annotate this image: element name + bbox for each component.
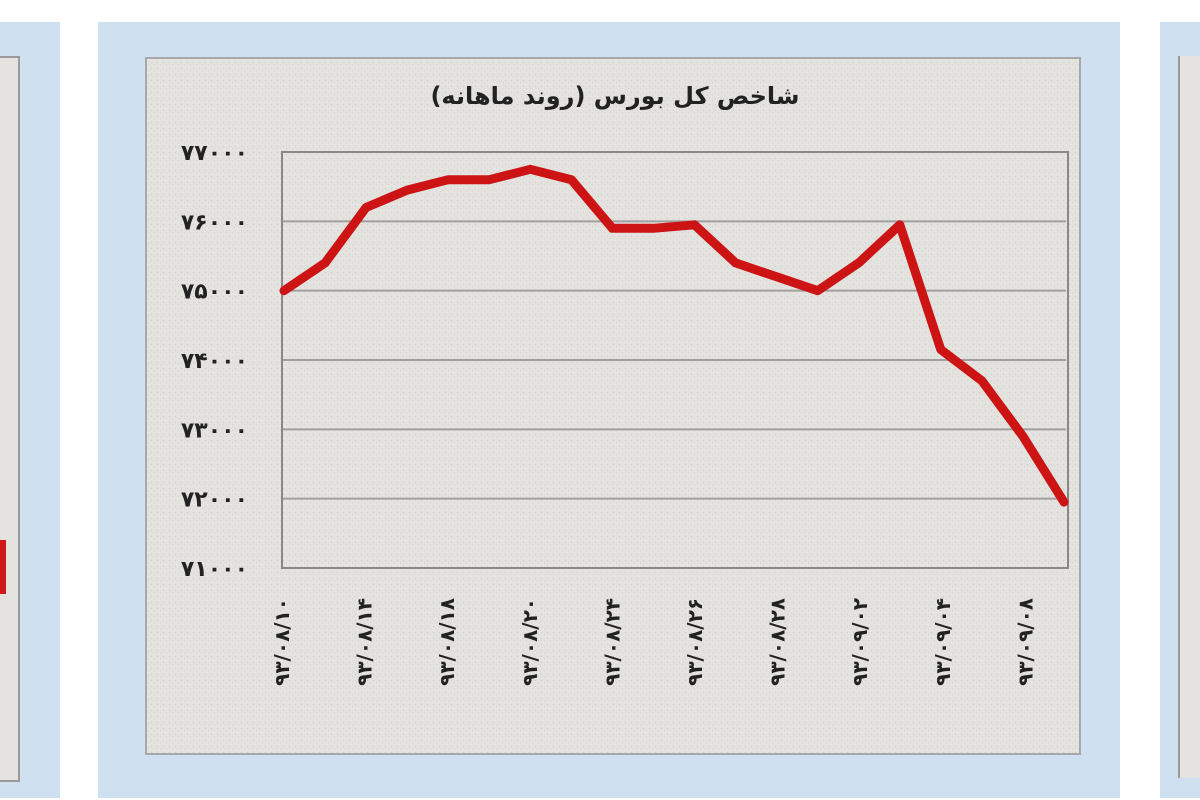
right-panel-fragment bbox=[1160, 22, 1200, 798]
data-point bbox=[324, 262, 326, 264]
left-chart-line-fragment bbox=[0, 540, 6, 594]
data-point bbox=[776, 276, 778, 278]
left-panel-fragment bbox=[0, 22, 60, 798]
right-chart-frame bbox=[1178, 56, 1200, 778]
series-group bbox=[279, 164, 1069, 507]
data-point bbox=[735, 262, 737, 264]
left-chart-frame bbox=[0, 56, 20, 782]
data-point bbox=[365, 207, 367, 208]
y-tick-label: ۷۱۰۰۰ bbox=[181, 557, 248, 582]
y-tick-label: ۷۴۰۰۰ bbox=[181, 349, 248, 374]
data-point bbox=[694, 224, 695, 226]
x-tick-label: ۹۳/۰۸/۱۴ bbox=[353, 598, 377, 686]
x-tick-label: ۹۳/۰۹/۰۲ bbox=[848, 598, 872, 686]
x-tick-label: ۹۳/۰۸/۲۶ bbox=[683, 598, 707, 686]
data-point bbox=[858, 262, 860, 264]
data-point bbox=[283, 290, 285, 292]
data-point bbox=[406, 189, 408, 191]
data-point bbox=[817, 290, 819, 292]
plot-area bbox=[281, 151, 1069, 569]
data-point bbox=[1063, 501, 1065, 503]
y-tick-label: ۷۳۰۰۰ bbox=[181, 418, 248, 443]
data-point bbox=[529, 168, 531, 170]
x-tick-label: ۹۳/۰۸/۲۴ bbox=[600, 598, 624, 686]
data-point bbox=[899, 224, 901, 226]
x-tick-label: ۹۳/۰۹/۰۸ bbox=[1013, 598, 1037, 686]
y-axis-ticks: ۷۱۰۰۰ ۷۲۰۰۰ ۷۳۰۰۰ ۷۴۰۰۰ ۷۵۰۰۰ ۷۶۰۰۰ ۷۷۰۰۰ bbox=[181, 141, 248, 582]
data-point bbox=[570, 179, 572, 181]
data-point bbox=[653, 227, 654, 229]
y-tick-label: ۷۶۰۰۰ bbox=[181, 210, 248, 235]
x-tick-label: ۹۳/۰۸/۲۸ bbox=[766, 598, 790, 686]
data-point bbox=[981, 380, 983, 382]
y-tick-label: ۷۲۰۰۰ bbox=[181, 488, 248, 513]
data-point bbox=[488, 179, 490, 181]
data-point bbox=[1022, 435, 1024, 437]
data-point bbox=[611, 227, 613, 229]
chart-title: شاخص کل بورس (روند ماهانه) bbox=[430, 82, 799, 110]
x-axis-ticks: ۹۳/۰۸/۱۰ ۹۳/۰۸/۱۴ ۹۳/۰۸/۱۸ ۹۳/۰۸/۲۰ ۹۳/۰۸/۲۴… bbox=[270, 598, 1037, 686]
series-line bbox=[279, 164, 1069, 507]
data-point bbox=[447, 179, 449, 181]
data-point bbox=[940, 349, 942, 351]
x-tick-label: ۹۳/۰۹/۰۴ bbox=[931, 598, 955, 686]
chart-background bbox=[145, 57, 1081, 755]
y-tick-label: ۷۵۰۰۰ bbox=[181, 280, 248, 305]
y-tick-label: ۷۷۰۰۰ bbox=[181, 141, 248, 166]
x-tick-label: ۹۳/۰۸/۲۰ bbox=[518, 598, 542, 686]
x-tick-label: ۹۳/۰۸/۱۰ bbox=[270, 598, 294, 686]
x-tick-label: ۹۳/۰۸/۱۸ bbox=[435, 598, 459, 686]
